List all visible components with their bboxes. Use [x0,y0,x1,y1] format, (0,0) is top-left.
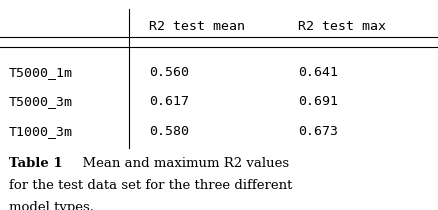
Text: T5000_1m: T5000_1m [9,66,73,79]
Text: R2 test mean: R2 test mean [149,20,245,33]
Text: Table 1: Table 1 [9,157,62,170]
Text: T1000_3m: T1000_3m [9,125,73,138]
Text: 0.580: 0.580 [149,125,189,138]
Text: model types.: model types. [9,201,94,210]
Text: R2 test max: R2 test max [298,20,386,33]
Text: 0.641: 0.641 [298,66,338,79]
Text: 0.691: 0.691 [298,95,338,108]
Text: 0.673: 0.673 [298,125,338,138]
Text: 0.560: 0.560 [149,66,189,79]
Text: 0.617: 0.617 [149,95,189,108]
Text: T5000_3m: T5000_3m [9,95,73,108]
Text: Mean and maximum R2 values: Mean and maximum R2 values [74,157,290,170]
Text: for the test data set for the three different: for the test data set for the three diff… [9,179,292,192]
